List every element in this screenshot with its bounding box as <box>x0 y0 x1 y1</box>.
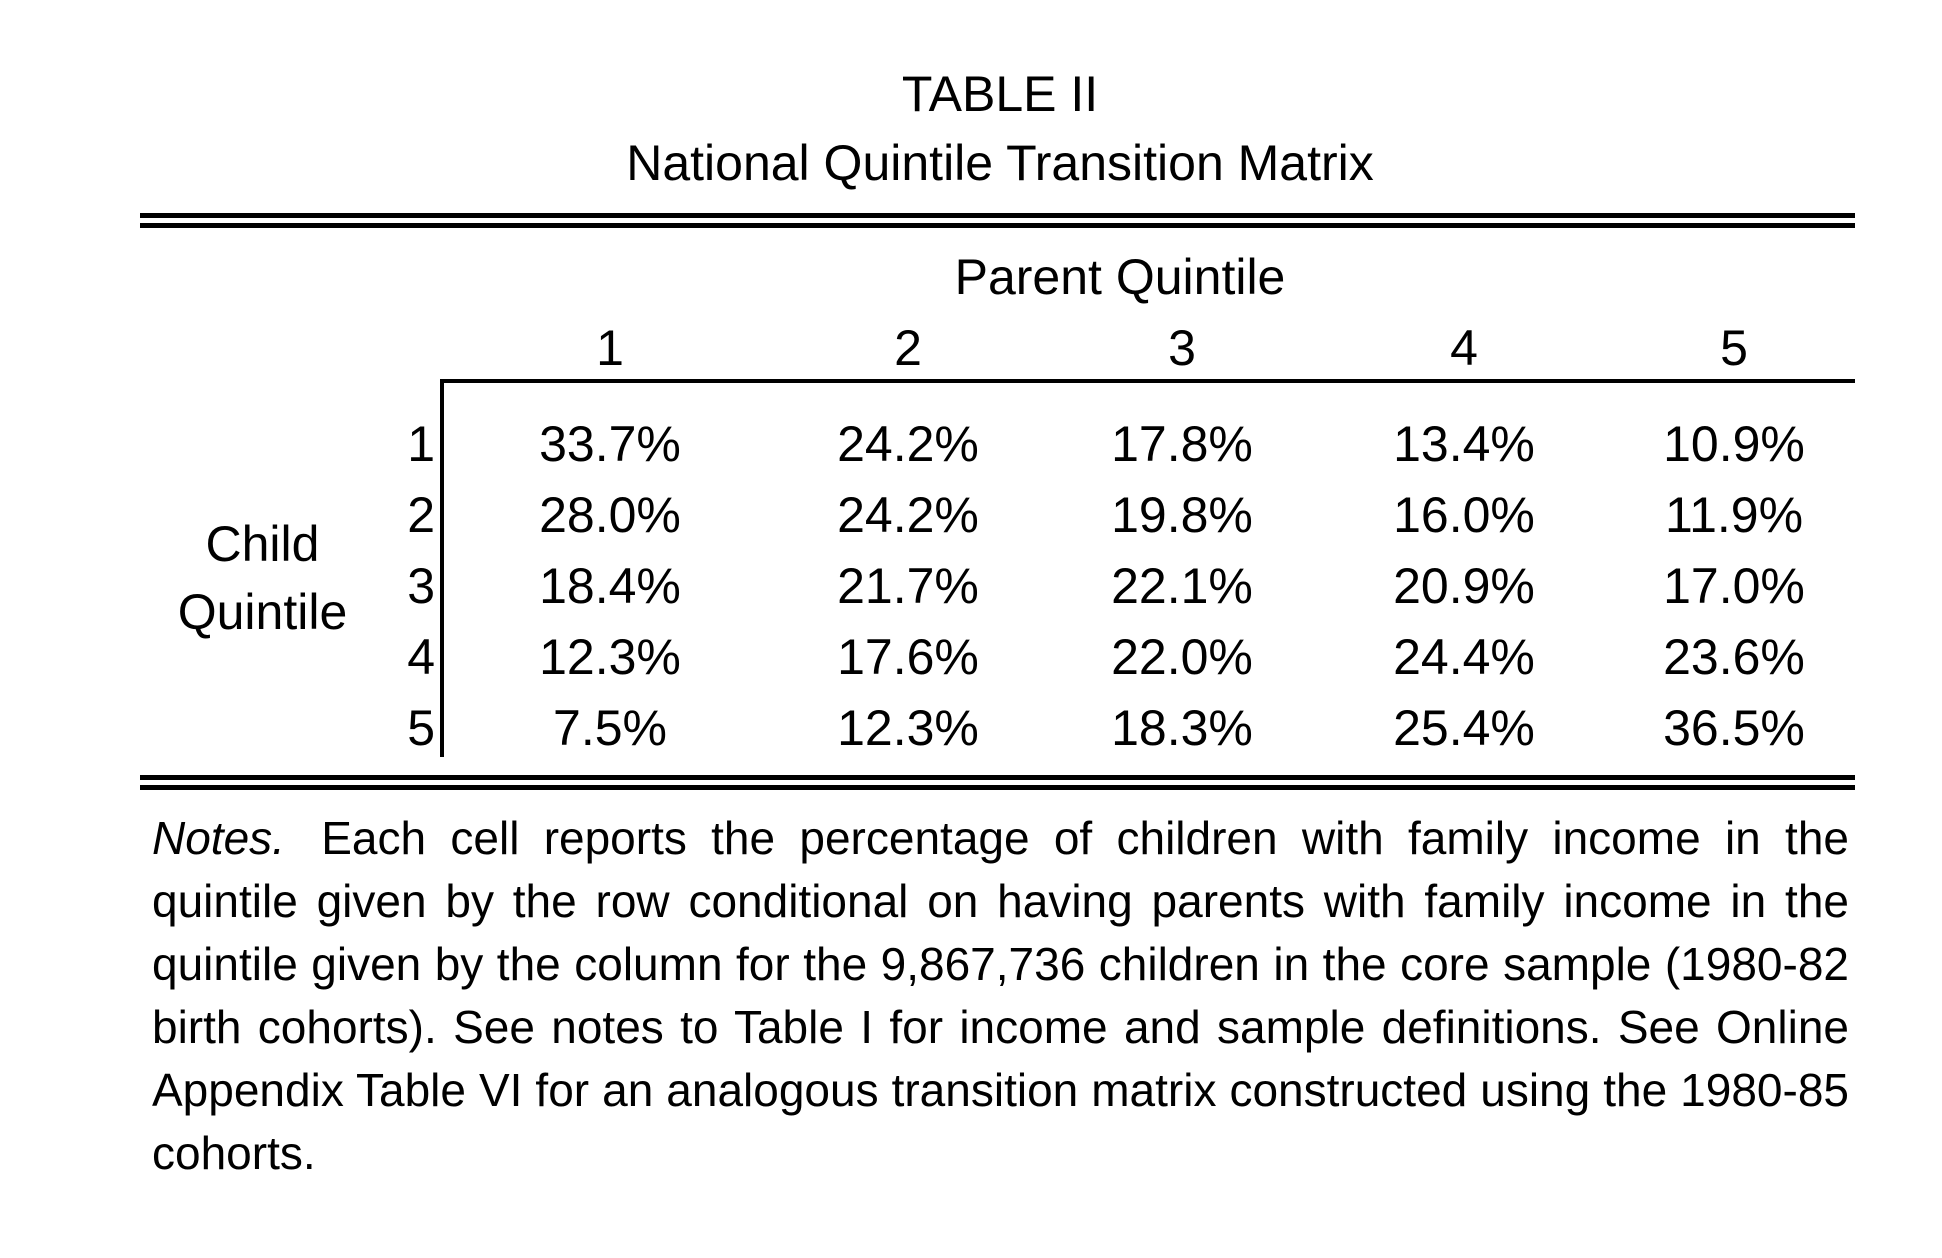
notes-text: Each cell reports the percentage of chil… <box>152 812 1849 1179</box>
table-cell: 12.3% <box>837 700 979 756</box>
column-header: 3 <box>1168 320 1196 376</box>
table-cell: 17.8% <box>1111 416 1253 472</box>
column-header: 5 <box>1720 320 1748 376</box>
table-cell: 18.3% <box>1111 700 1253 756</box>
column-group-label: Parent Quintile <box>954 249 1286 305</box>
table-cell: 28.0% <box>539 487 681 543</box>
table-cell: 24.2% <box>837 416 979 472</box>
row-header: 3 <box>407 558 435 614</box>
bottom-double-rule <box>140 775 1855 790</box>
notes-label: Notes. <box>152 812 285 864</box>
row-group-label-line2: Quintile <box>177 584 348 640</box>
table-cell: 24.2% <box>837 487 979 543</box>
row-header: 4 <box>407 629 435 685</box>
table-cell: 17.0% <box>1663 558 1805 614</box>
table-notes: Notes. Each cell reports the percentage … <box>152 807 1849 1185</box>
table-cell: 7.5% <box>553 700 667 756</box>
column-header: 2 <box>894 320 922 376</box>
table-cell: 22.1% <box>1111 558 1253 614</box>
table-cell: 25.4% <box>1393 700 1535 756</box>
table-cell: 36.5% <box>1663 700 1805 756</box>
table-cell: 17.6% <box>837 629 979 685</box>
row-header: 5 <box>407 700 435 756</box>
column-header-rule <box>440 379 1855 383</box>
table-cell: 18.4% <box>539 558 681 614</box>
table-cell: 24.4% <box>1393 629 1535 685</box>
row-header: 2 <box>407 487 435 543</box>
table-cell: 10.9% <box>1663 416 1805 472</box>
top-double-rule <box>140 213 1855 228</box>
row-header-rule <box>440 379 444 757</box>
table-cell: 22.0% <box>1111 629 1253 685</box>
table-cell: 11.9% <box>1664 487 1804 543</box>
table-cell: 23.6% <box>1663 629 1805 685</box>
table-cell: 19.8% <box>1111 487 1253 543</box>
table-cell: 12.3% <box>539 629 681 685</box>
row-header: 1 <box>407 416 435 472</box>
row-group-label: Child Quintile <box>140 510 385 646</box>
column-header: 4 <box>1450 320 1478 376</box>
table-title: National Quintile Transition Matrix <box>626 135 1374 191</box>
table-cell: 20.9% <box>1393 558 1535 614</box>
column-header: 1 <box>596 320 624 376</box>
table-cell: 16.0% <box>1393 487 1535 543</box>
row-group-label-line1: Child <box>205 516 320 572</box>
table-number: TABLE II <box>901 66 1099 122</box>
table-cell: 33.7% <box>539 416 681 472</box>
table-cell: 21.7% <box>837 558 979 614</box>
table-cell: 13.4% <box>1393 416 1535 472</box>
